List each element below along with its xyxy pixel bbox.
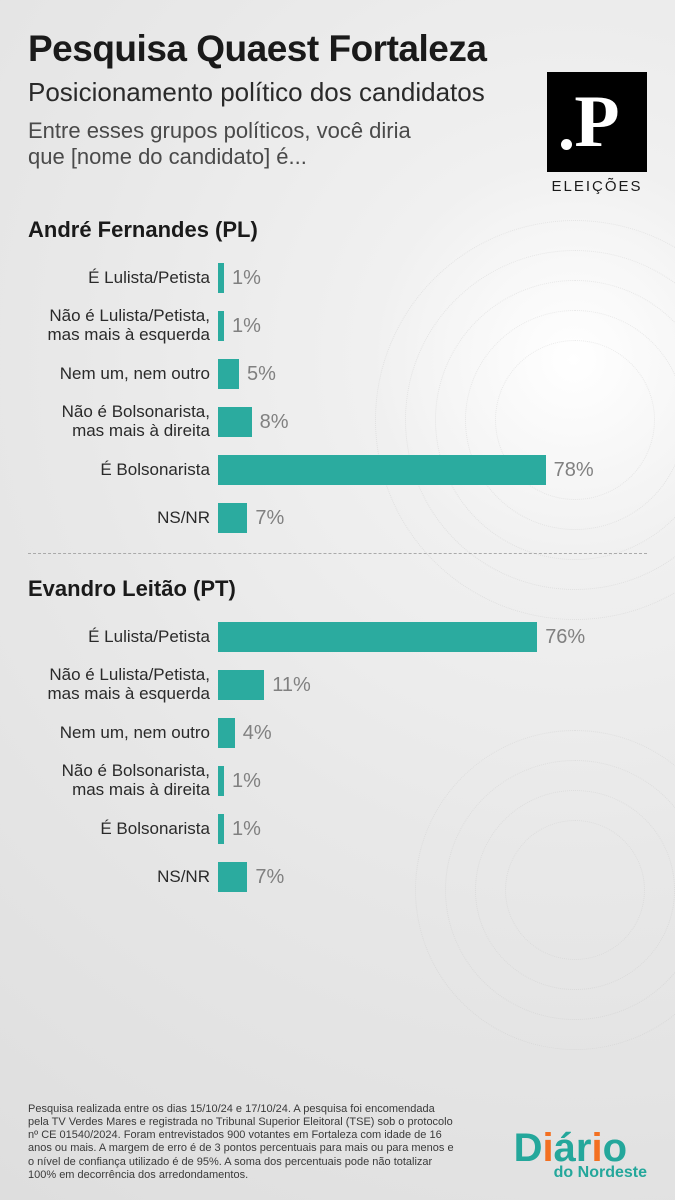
bar [218, 359, 239, 389]
bar-value: 76% [545, 626, 585, 649]
bar-label: É Lulista/Petista [28, 628, 218, 647]
bar [218, 263, 224, 293]
bar-value: 7% [255, 507, 284, 530]
bar [218, 670, 264, 700]
logo-subtext: ELEIÇÕES [551, 178, 642, 195]
bar [218, 814, 224, 844]
bar-label: Não é Bolsonarista, mas mais à direita [28, 762, 218, 799]
publisher-logo: P ELEIÇÕES [547, 72, 647, 195]
section-divider [28, 553, 647, 554]
bar-value: 11% [272, 674, 311, 697]
bar-row: Não é Bolsonarista, mas mais à direita 8% [28, 401, 647, 443]
bar [218, 718, 235, 748]
bar-row: Não é Bolsonarista, mas mais à direita 1% [28, 760, 647, 802]
bar [218, 862, 247, 892]
footer-logo: Diário do Nordeste [514, 1130, 647, 1182]
candidate-name: André Fernandes (PL) [28, 217, 647, 243]
footer-logo-main: Diário [514, 1130, 647, 1166]
bar [218, 622, 537, 652]
bar-label: NS/NR [28, 509, 218, 528]
bar-row: É Lulista/Petista 1% [28, 257, 647, 299]
candidate-section: Evandro Leitão (PT) É Lulista/Petista 76% N… [28, 576, 647, 898]
bar-value: 7% [255, 866, 284, 889]
question-text: Entre esses grupos políticos, você diria… [28, 118, 448, 171]
bar-label: Nem um, nem outro [28, 724, 218, 743]
candidate-name: Evandro Leitão (PT) [28, 576, 647, 602]
bar-label: É Bolsonarista [28, 820, 218, 839]
bar-row: É Lulista/Petista 76% [28, 616, 647, 658]
bar-row: Nem um, nem outro 5% [28, 353, 647, 395]
bar-row: Não é Lulista/Petista, mas mais à esquer… [28, 664, 647, 706]
bar-value: 1% [232, 770, 261, 793]
bar [218, 503, 247, 533]
bar [218, 766, 224, 796]
subtitle: Posicionamento político dos candidatos [28, 78, 537, 108]
bar-value: 1% [232, 315, 261, 338]
bar-label: Não é Lulista/Petista, mas mais à esquer… [28, 666, 218, 703]
bar-label: Não é Bolsonarista, mas mais à direita [28, 403, 218, 440]
bar-row: Nem um, nem outro 4% [28, 712, 647, 754]
bar-row: NS/NR 7% [28, 856, 647, 898]
bar-value: 1% [232, 818, 261, 841]
bar-value: 78% [554, 459, 594, 482]
bar [218, 455, 546, 485]
bar-value: 8% [260, 411, 289, 434]
bar-label: É Lulista/Petista [28, 269, 218, 288]
bar-label: NS/NR [28, 868, 218, 887]
bar-value: 5% [247, 363, 276, 386]
bar-row: É Bolsonarista 78% [28, 449, 647, 491]
logo-p-icon: P [547, 72, 647, 172]
bar-value: 4% [243, 722, 272, 745]
bar-value: 1% [232, 267, 261, 290]
candidate-section: André Fernandes (PL) É Lulista/Petista 1% N… [28, 217, 647, 539]
main-title: Pesquisa Quaest Fortaleza [28, 28, 537, 70]
bar-row: Não é Lulista/Petista, mas mais à esquer… [28, 305, 647, 347]
bar-label: Não é Lulista/Petista, mas mais à esquer… [28, 307, 218, 344]
bar-row: NS/NR 7% [28, 497, 647, 539]
bar-row: É Bolsonarista 1% [28, 808, 647, 850]
footnote-text: Pesquisa realizada entre os dias 15/10/2… [28, 1103, 458, 1182]
bar [218, 407, 252, 437]
bar [218, 311, 224, 341]
bar-label: Nem um, nem outro [28, 365, 218, 384]
bar-label: É Bolsonarista [28, 461, 218, 480]
